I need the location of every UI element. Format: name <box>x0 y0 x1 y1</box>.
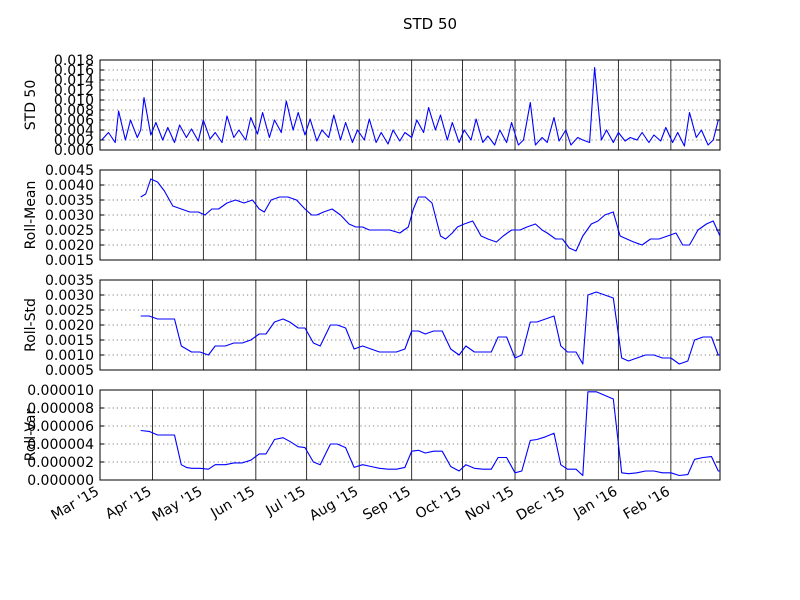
y-axis-label: Roll-Var <box>23 409 39 462</box>
y-tick-label: 0.000008 <box>27 401 94 417</box>
plot-area <box>99 389 721 481</box>
y-tick-label: 0.018 <box>54 53 94 69</box>
y-tick-label: 0.0015 <box>45 333 94 349</box>
y-tick-label: 0.0025 <box>45 303 94 319</box>
y-tick-label: 0.010 <box>54 93 94 109</box>
series-line <box>140 391 720 477</box>
subplot-2: 0.00150.00200.00250.00300.00350.00400.00… <box>23 163 721 269</box>
y-tick-label: 0.0015 <box>45 253 94 269</box>
y-tick-label: 0.0020 <box>45 318 94 334</box>
y-tick-label: 0.0010 <box>45 348 94 364</box>
series-line <box>140 291 720 365</box>
series-line <box>140 178 721 252</box>
y-tick-label: 0.0045 <box>45 163 94 179</box>
y-axis-label: STD 50 <box>23 80 39 130</box>
y-tick-label: 0.0005 <box>45 363 94 379</box>
y-tick-label: 0.000006 <box>27 419 94 435</box>
y-axis-label: Roll-Mean <box>23 181 39 250</box>
y-tick-label: 0.014 <box>54 73 94 89</box>
y-tick-label: 0.0040 <box>45 178 94 194</box>
subplot-3: 0.00050.00100.00150.00200.00250.00300.00… <box>23 273 721 379</box>
y-tick-label: 0.0035 <box>45 193 94 209</box>
y-tick-label: 0.0030 <box>45 288 94 304</box>
y-tick-label: 0.0030 <box>45 208 94 224</box>
y-tick-label: 0.000004 <box>27 437 94 453</box>
subplots: 0.0000.0020.0040.0060.0080.0100.0120.014… <box>23 53 721 525</box>
y-tick-label: 0.000002 <box>27 455 94 471</box>
y-tick-label: 0.006 <box>54 113 94 129</box>
y-tick-label: 0.000000 <box>27 473 94 489</box>
y-axis-label: Roll-Std <box>23 298 39 352</box>
y-tick-label: 0.000 <box>54 143 94 159</box>
figure-title: STD 50 <box>403 15 457 33</box>
subplot-4: 0.000000 0.000002 0.000004 0.000006 0.000008… <box>23 383 721 489</box>
y-tick-label: 0.002 <box>54 133 94 149</box>
y-tick-label: 0.004 <box>54 123 94 139</box>
y-tick-label: 0.016 <box>54 63 94 79</box>
y-tick-label: 0.008 <box>54 103 94 119</box>
subplot-1: 0.0000.0020.0040.0060.0080.0100.0120.014… <box>23 53 721 159</box>
y-tick-label: 0.000010 <box>27 383 94 399</box>
y-tick-label: 0.012 <box>54 83 94 99</box>
y-tick-label: 0.0025 <box>45 223 94 239</box>
series-line <box>101 66 719 147</box>
y-tick-label: 0.0020 <box>45 238 94 254</box>
y-tick-label: 0.0035 <box>45 273 94 289</box>
